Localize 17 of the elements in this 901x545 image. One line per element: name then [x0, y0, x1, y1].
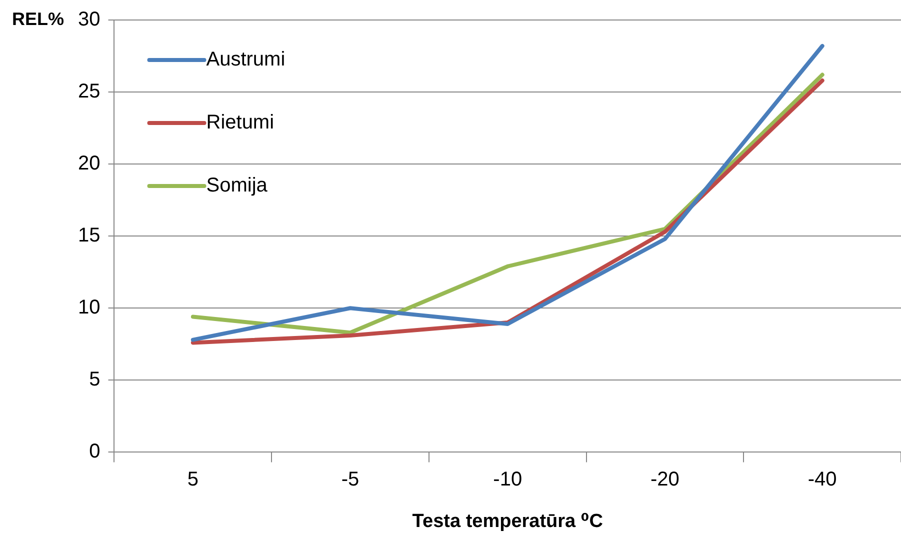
y-tick-label: 5 [89, 368, 100, 391]
legend-label: Somija [206, 174, 268, 197]
y-tick-label: 0 [89, 440, 100, 463]
y-tick-label: 20 [78, 152, 100, 175]
y-tick-label: 30 [78, 8, 100, 31]
y-tick-label: 25 [78, 80, 100, 103]
y-tick-label: 10 [78, 296, 100, 319]
y-tick-label: 15 [78, 224, 100, 247]
legend-label: Rietumi [206, 112, 274, 134]
x-tick-label: 5 [187, 468, 198, 491]
y-axis-title: REL% [12, 8, 64, 29]
x-tick-label: -10 [493, 468, 522, 491]
legend-label: Austrumi [206, 48, 286, 71]
x-tick-label: -5 [341, 468, 360, 491]
x-axis-title: Testa temperatūra ⁰C [412, 510, 604, 532]
x-tick-label: -20 [650, 468, 680, 491]
x-tick-label: -40 [808, 468, 837, 491]
